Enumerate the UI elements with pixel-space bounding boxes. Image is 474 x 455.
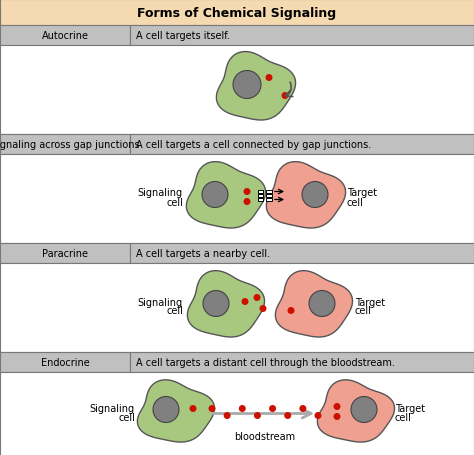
Bar xyxy=(0,155,474,243)
Polygon shape xyxy=(216,52,296,121)
Text: Signaling across gap junctions: Signaling across gap junctions xyxy=(0,140,139,150)
Text: bloodstream: bloodstream xyxy=(235,431,296,441)
Text: Target: Target xyxy=(355,297,385,307)
Text: Target: Target xyxy=(347,188,377,198)
Circle shape xyxy=(334,413,340,420)
FancyArrowPatch shape xyxy=(285,83,293,97)
Circle shape xyxy=(203,291,229,317)
Text: cell: cell xyxy=(166,306,183,316)
Polygon shape xyxy=(275,271,353,337)
Bar xyxy=(130,352,474,372)
Text: Signaling: Signaling xyxy=(138,188,183,198)
Text: cell: cell xyxy=(166,197,183,207)
Circle shape xyxy=(202,182,228,208)
Bar xyxy=(266,198,272,202)
Circle shape xyxy=(244,198,250,206)
Bar xyxy=(130,243,474,263)
Circle shape xyxy=(334,403,340,410)
Bar xyxy=(130,26,474,46)
Bar xyxy=(0,26,130,46)
Text: Paracrine: Paracrine xyxy=(42,248,88,258)
Polygon shape xyxy=(318,380,394,442)
Text: cell: cell xyxy=(118,413,135,423)
Bar xyxy=(0,135,130,155)
Bar xyxy=(258,198,264,202)
Circle shape xyxy=(259,305,266,312)
Circle shape xyxy=(300,405,306,412)
Circle shape xyxy=(254,412,261,419)
Polygon shape xyxy=(137,380,215,442)
Bar xyxy=(266,195,272,197)
Text: Endocrine: Endocrine xyxy=(41,357,90,367)
Circle shape xyxy=(315,412,321,419)
Text: Target: Target xyxy=(395,404,425,414)
Circle shape xyxy=(209,405,216,412)
Polygon shape xyxy=(186,162,265,228)
Bar xyxy=(0,0,474,26)
Circle shape xyxy=(244,188,250,196)
Circle shape xyxy=(153,397,179,423)
Bar xyxy=(0,243,130,263)
Text: A cell targets a distant cell through the bloodstream.: A cell targets a distant cell through th… xyxy=(136,357,395,367)
Bar xyxy=(0,263,474,352)
Circle shape xyxy=(282,93,289,100)
Circle shape xyxy=(241,298,248,305)
Circle shape xyxy=(254,294,261,301)
Circle shape xyxy=(269,405,276,412)
Bar xyxy=(0,372,474,455)
Text: cell: cell xyxy=(347,197,364,207)
Text: Signaling: Signaling xyxy=(138,297,183,307)
Polygon shape xyxy=(266,162,346,228)
Circle shape xyxy=(233,71,261,99)
Text: cell: cell xyxy=(395,413,412,423)
Bar xyxy=(130,135,474,155)
Bar xyxy=(258,195,264,197)
Bar xyxy=(0,352,130,372)
Circle shape xyxy=(288,307,294,314)
Text: Forms of Chemical Signaling: Forms of Chemical Signaling xyxy=(137,6,337,20)
Text: A cell targets a cell connected by gap junctions.: A cell targets a cell connected by gap j… xyxy=(136,140,371,150)
Circle shape xyxy=(239,405,246,412)
Circle shape xyxy=(224,412,231,419)
Circle shape xyxy=(284,412,291,419)
Bar xyxy=(266,191,272,193)
Circle shape xyxy=(265,75,273,82)
Circle shape xyxy=(351,397,377,423)
Bar xyxy=(258,191,264,193)
Circle shape xyxy=(309,291,335,317)
Bar xyxy=(0,46,474,135)
Text: A cell targets itself.: A cell targets itself. xyxy=(136,31,230,41)
Text: cell: cell xyxy=(355,306,372,316)
Text: Signaling: Signaling xyxy=(90,404,135,414)
Text: Autocrine: Autocrine xyxy=(42,31,89,41)
Text: A cell targets a nearby cell.: A cell targets a nearby cell. xyxy=(136,248,270,258)
Polygon shape xyxy=(187,271,264,337)
Circle shape xyxy=(190,405,197,412)
Circle shape xyxy=(302,182,328,208)
